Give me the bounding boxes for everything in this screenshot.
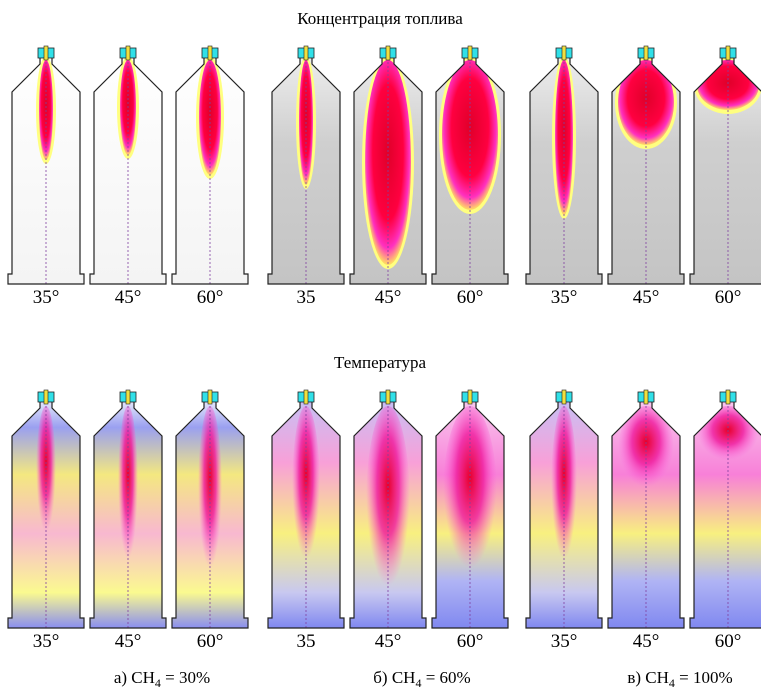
caption-sub: 4: [415, 676, 421, 689]
nozzle-core: [43, 45, 49, 61]
caption-prefix: б) CH: [373, 668, 415, 687]
angle-label: 60°: [715, 631, 742, 652]
caption-prefix: а) CH: [114, 668, 155, 687]
nozzle-core: [385, 389, 391, 405]
angle-label: 45°: [115, 287, 142, 308]
angle-label: 35: [297, 631, 316, 652]
chamber-wall: [431, 399, 509, 629]
caption-suffix: = 100%: [675, 668, 733, 687]
chamber-wall: [607, 399, 685, 629]
flame: [555, 60, 573, 215]
nozzle-core: [43, 389, 49, 405]
chamber-wall: [171, 399, 249, 629]
nozzle-core: [207, 389, 213, 405]
chamber-wall: [267, 55, 345, 285]
chamber-wall: [89, 55, 167, 285]
nozzle-core: [125, 45, 131, 61]
nozzle-core: [725, 45, 731, 61]
angle-label: 35°: [33, 287, 60, 308]
nozzle-core: [303, 45, 309, 61]
angle-label: 45°: [633, 631, 660, 652]
angle-label: 35°: [551, 287, 578, 308]
nozzle-core: [125, 389, 131, 405]
angle-label: 45°: [633, 287, 660, 308]
angle-label: 45°: [115, 631, 142, 652]
angle-label: 35: [297, 287, 316, 308]
chamber-wall: [525, 399, 603, 629]
chamber-wall: [89, 399, 167, 629]
angle-label: 45°: [375, 287, 402, 308]
nozzle-core: [303, 389, 309, 405]
angle-label: 60°: [197, 287, 224, 308]
chamber-wall: [689, 55, 761, 285]
chamber-wall: [171, 55, 249, 285]
chamber-wall: [431, 55, 509, 285]
caption-sub: 4: [155, 676, 161, 689]
section-title: Температура: [334, 353, 426, 372]
angle-label: 60°: [197, 631, 224, 652]
angle-label: 60°: [715, 287, 742, 308]
caption: а) CH4 = 30%: [114, 668, 210, 689]
chamber-wall: [7, 55, 85, 285]
chamber-wall: [349, 399, 427, 629]
nozzle-core: [467, 389, 473, 405]
angle-label: 45°: [375, 631, 402, 652]
angle-label: 35°: [33, 631, 60, 652]
panel: [350, 56, 426, 284]
nozzle-core: [561, 389, 567, 405]
chamber-wall: [607, 55, 685, 285]
nozzle-core: [385, 45, 391, 61]
panel: [690, 400, 761, 628]
angle-label: 60°: [457, 631, 484, 652]
caption-suffix: = 30%: [161, 668, 210, 687]
nozzle-core: [643, 45, 649, 61]
chamber-wall: [525, 55, 603, 285]
angle-label: 35°: [551, 631, 578, 652]
angle-label: 60°: [457, 287, 484, 308]
caption: в) CH4 = 100%: [627, 668, 732, 689]
nozzle-core: [467, 45, 473, 61]
nozzle-core: [725, 389, 731, 405]
chamber-wall: [267, 399, 345, 629]
flame: [199, 60, 221, 175]
nozzle-core: [561, 45, 567, 61]
nozzle-core: [643, 389, 649, 405]
chamber-wall: [689, 399, 761, 629]
section-title: Концентрация топлива: [297, 9, 463, 28]
caption: б) CH4 = 60%: [373, 668, 470, 689]
caption-sub: 4: [669, 676, 675, 689]
chamber-wall: [349, 55, 427, 285]
nozzle-core: [207, 45, 213, 61]
panel: [690, 56, 761, 284]
caption-suffix: = 60%: [421, 668, 470, 687]
caption-prefix: в) CH: [627, 668, 669, 687]
chamber-wall: [7, 399, 85, 629]
